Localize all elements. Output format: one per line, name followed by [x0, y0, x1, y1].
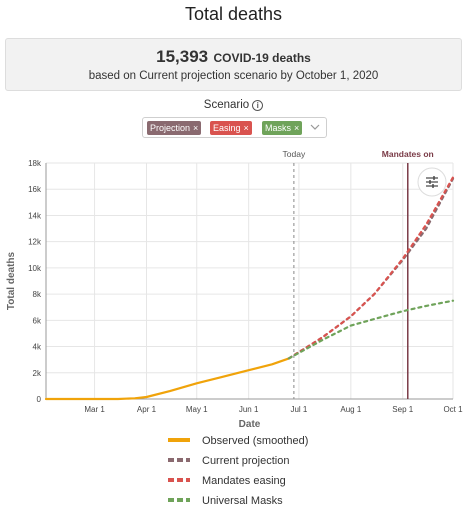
death-count: 15,393 [156, 47, 209, 66]
deaths-chart: 0 2k 4k 6k 8k 10k 12k 14k 16k 18k Mar 1 Apr 1 May 1 J… [6, 149, 463, 430]
remove-easing-icon[interactable]: × [243, 123, 249, 133]
x-axis-label: Date [239, 419, 261, 430]
legend-label: Current projection [202, 455, 290, 467]
scenario-label: Scenario [203, 99, 250, 111]
y-tick-label: 6k [33, 316, 42, 325]
y-tick-label: 14k [28, 211, 42, 220]
x-tick-label: Jul 1 [290, 405, 307, 414]
summary-box: 15,393 COVID-19 deaths based on Current … [5, 38, 462, 91]
y-tick-label: 4k [33, 343, 42, 352]
y-tick-label: 2k [33, 369, 42, 378]
page-title: Total deaths [184, 4, 283, 24]
death-count-unit: COVID-19 deaths [213, 51, 311, 65]
series-line-3 [287, 299, 455, 360]
summary-description: based on Current projection scenario by … [88, 70, 379, 82]
scenario-tag-projection: Projection × [147, 121, 202, 135]
summary-headline: 15,393 COVID-19 deaths [6, 47, 461, 67]
x-tick-label: Jun 1 [239, 405, 259, 414]
legend-label: Observed (smoothed) [202, 435, 309, 447]
remove-projection-icon[interactable]: × [193, 123, 199, 133]
y-tick-label: 12k [28, 238, 42, 247]
series-line-0 [44, 357, 290, 401]
scenario-tag-masks: Masks × [262, 121, 303, 135]
y-tick-label: 18k [28, 159, 42, 168]
legend-label: Universal Masks [202, 495, 283, 507]
series-line-2 [287, 176, 455, 360]
scenario-tag-label: Easing [213, 123, 241, 133]
series-line-1 [287, 177, 455, 360]
x-tick-label: Sep 1 [392, 405, 413, 414]
info-icon[interactable]: i [252, 100, 264, 111]
x-tick-label: Oct 1 [443, 405, 463, 414]
x-tick-label: May 1 [186, 405, 208, 414]
scenario-tag-label: Masks [265, 123, 292, 133]
y-axis-label: Total deaths [6, 251, 17, 310]
scenario-tag-easing: Easing × [210, 121, 252, 135]
x-tick-label: Apr 1 [137, 405, 157, 414]
scenario-label-row: Scenario i [0, 99, 467, 111]
legend-swatch-mandates-easing [168, 478, 190, 482]
y-tick-label: 8k [33, 290, 42, 299]
y-tick-label: 10k [28, 264, 42, 273]
chevron-down-icon[interactable] [308, 120, 322, 134]
remove-masks-icon[interactable]: × [294, 123, 300, 133]
x-tick-label: Mar 1 [84, 405, 105, 414]
annotation-label: Today [283, 149, 306, 159]
scenario-select[interactable]: Projection × Easing × Masks × [142, 117, 327, 138]
legend-label: Mandates easing [202, 475, 286, 487]
y-tick-label: 16k [28, 185, 42, 194]
annotation-label: Mandates on [382, 149, 434, 159]
x-tick-label: Aug 1 [340, 405, 361, 414]
legend-swatch-observed [168, 438, 190, 442]
y-tick-label: 0 [37, 395, 42, 404]
legend-swatch-universal-masks [168, 498, 190, 502]
legend-swatch-current-projection [168, 458, 190, 462]
scenario-tag-label: Projection [150, 123, 191, 133]
